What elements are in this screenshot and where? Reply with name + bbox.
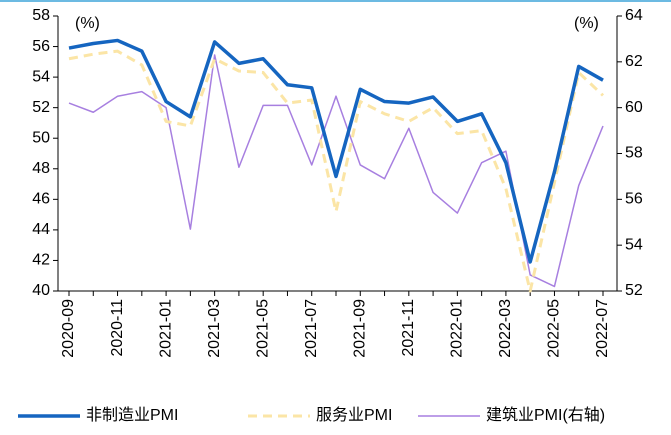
y-tick-label: 44 xyxy=(32,221,50,238)
left-unit: (%) xyxy=(75,15,100,32)
x-tick-label: 2022-01 xyxy=(449,299,466,358)
y2-tick-label: 60 xyxy=(625,99,643,116)
x-tick-label: 2021-07 xyxy=(303,299,320,358)
y2-tick-label: 64 xyxy=(625,7,643,24)
y-tick-label: 48 xyxy=(32,160,50,177)
x-tick-label: 2021-01 xyxy=(157,299,174,358)
x-tick-label: 2021-11 xyxy=(400,299,417,357)
y2-tick-label: 52 xyxy=(625,282,643,299)
y-tick-label: 50 xyxy=(32,129,50,146)
series-line xyxy=(68,49,605,293)
x-tick-label: 2020-11 xyxy=(109,299,126,357)
y-tick-label: 54 xyxy=(32,68,50,85)
x-tick-label: 2021-05 xyxy=(254,299,271,358)
legend-label: 服务业PMI xyxy=(316,406,392,424)
y-tick-label: 42 xyxy=(32,252,50,269)
y2-tick-label: 58 xyxy=(625,145,643,162)
x-tick-label: 2022-05 xyxy=(546,299,563,358)
series-line xyxy=(68,38,604,264)
x-tick-label: 2020-09 xyxy=(60,299,77,358)
y2-tick-label: 56 xyxy=(625,191,643,208)
x-tick-label: 2021-03 xyxy=(206,299,223,358)
legend-label: 建筑业PMI(右轴) xyxy=(486,406,605,424)
y-tick-label: 58 xyxy=(32,7,50,24)
x-tick-label: 2021-09 xyxy=(351,299,368,358)
x-tick-label: 2022-03 xyxy=(497,299,514,358)
y-tick-label: 46 xyxy=(32,191,50,208)
legend-label: 非制造业PMI xyxy=(86,406,178,424)
y-tick-label: 40 xyxy=(32,282,50,299)
y-tick-label: 52 xyxy=(32,99,50,116)
x-tick-label: 2022-07 xyxy=(594,299,611,358)
right-unit: (%) xyxy=(574,15,599,32)
y-tick-label: 56 xyxy=(32,38,50,55)
y2-tick-label: 54 xyxy=(625,236,643,253)
y2-tick-label: 62 xyxy=(625,53,643,70)
